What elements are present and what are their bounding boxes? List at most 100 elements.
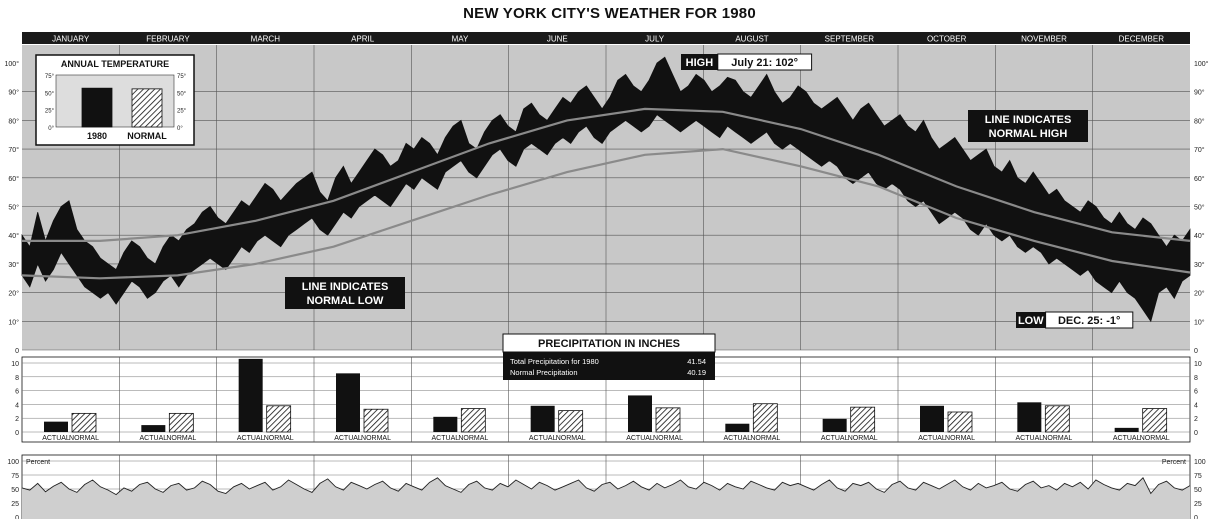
daily-temperature-band <box>21 56 1191 323</box>
precip-axis-normal: NORMAL <box>1140 435 1170 442</box>
temp-tick-left: 90° <box>8 89 19 97</box>
temp-tick-right: 90° <box>1194 89 1205 97</box>
temp-tick-left: 60° <box>8 175 19 183</box>
precip-axis-normal: NORMAL <box>1042 435 1072 442</box>
temp-tick-left: 20° <box>8 290 19 298</box>
humidity-area <box>22 477 1190 519</box>
precip-tick-right: 0 <box>1194 430 1198 437</box>
temp-tick-right: 40° <box>1194 232 1205 240</box>
inset-tick-right: 50° <box>177 91 187 97</box>
precip-bar-actual <box>44 421 68 432</box>
precip-axis-normal: NORMAL <box>166 435 196 442</box>
low-annotation-value: DEC. 25: -1° <box>1058 315 1120 327</box>
precip-axis-actual: ACTUAL <box>42 435 70 442</box>
humidity-tick-left: 25 <box>11 501 19 508</box>
inset-tick-left: 50° <box>45 91 55 97</box>
precip-axis-actual: ACTUAL <box>918 435 946 442</box>
precip-axis-normal: NORMAL <box>848 435 878 442</box>
precip-bar-actual <box>336 373 360 432</box>
humidity-label-right: Percent <box>1162 459 1186 466</box>
precip-tick-left: 6 <box>15 389 19 396</box>
humidity-tick-right: 0 <box>1194 515 1198 519</box>
month-label: JUNE <box>547 35 568 44</box>
chart-title: NEW YORK CITY'S WEATHER FOR 1980 <box>463 5 756 22</box>
precip-title: PRECIPITATION IN INCHES <box>538 338 680 350</box>
temp-tick-right: 30° <box>1194 261 1205 269</box>
precip-bar-actual <box>530 405 555 432</box>
precip-bar-actual <box>725 423 750 432</box>
humidity-tick-left: 100 <box>7 459 19 466</box>
precip-axis-actual: ACTUAL <box>432 435 460 442</box>
precip-axis-actual: ACTUAL <box>626 435 654 442</box>
precip-bar-normal <box>168 412 194 433</box>
precip-tick-left: 8 <box>15 375 19 382</box>
precip-bar-actual <box>920 405 944 432</box>
humidity-tick-left: 50 <box>11 487 19 494</box>
precip-row-value: 41.54 <box>687 357 706 366</box>
precip-axis-normal: NORMAL <box>750 435 780 442</box>
precip-row-value: 40.19 <box>687 368 706 377</box>
precip-axis-normal: NORMAL <box>361 435 391 442</box>
precip-bar-normal <box>850 406 876 433</box>
precip-axis-actual: ACTUAL <box>724 435 752 442</box>
precip-tick-left: 2 <box>15 416 19 423</box>
precip-tick-right: 8 <box>1194 375 1198 382</box>
month-label: NOVEMBER <box>1021 35 1067 44</box>
normal-high-label-box <box>968 110 1088 142</box>
inset-tick-left: 0° <box>48 126 54 132</box>
inset-tick-left: 25° <box>45 109 55 115</box>
precip-tick-left: 4 <box>15 402 19 409</box>
month-header-band <box>22 32 1190 44</box>
precip-axis-actual: ACTUAL <box>237 435 265 442</box>
inset-tick-right: 0° <box>177 126 183 132</box>
high-annotation-tag-box <box>681 54 718 70</box>
month-label: MAY <box>452 35 469 44</box>
low-annotation-value-box <box>1045 311 1134 329</box>
normal-low-line <box>21 147 1191 280</box>
precip-bar-actual <box>1017 402 1042 432</box>
inset-title: ANNUAL TEMPERATURE <box>61 59 169 69</box>
temp-tick-left: 70° <box>8 146 19 154</box>
humidity-tick-right: 100 <box>1194 459 1206 466</box>
temp-tick-left: 40° <box>8 232 19 240</box>
month-label: APRIL <box>351 35 375 44</box>
humidity-tick-right: 50 <box>1194 487 1202 494</box>
month-label: AUGUST <box>735 35 768 44</box>
precip-tick-right: 6 <box>1194 389 1198 396</box>
precip-tick-right: 10 <box>1194 361 1202 368</box>
annotations: HIGH July 21: 102° LOW DEC. 25: -1° LINE IND… <box>285 53 1134 380</box>
humidity-panel: 100 100 75 75 50 50 25 25 0 0 Percent Percent <box>7 454 1206 519</box>
normal-low-label: LINE INDICATES NORMAL LOW <box>285 277 405 309</box>
temp-tick-right: 100° <box>1194 60 1209 68</box>
precip-axis-actual: ACTUAL <box>529 435 557 442</box>
precip-bar-normal <box>1044 405 1070 433</box>
inset-bar-1980 <box>81 87 113 128</box>
precip-bar-normal <box>947 411 973 433</box>
precip-bar-normal <box>71 412 97 433</box>
precip-axis-actual: ACTUAL <box>821 435 849 442</box>
month-label: OCTOBER <box>927 35 967 44</box>
precip-tick-left: 0 <box>15 430 19 437</box>
precip-axis-normal: NORMAL <box>556 435 586 442</box>
low-annotation: LOW DEC. 25: -1° <box>1016 311 1134 329</box>
precip-bar-normal <box>655 407 681 433</box>
precip-axis-actual: ACTUAL <box>140 435 168 442</box>
precip-bar-actual <box>141 425 166 432</box>
precip-bar-normal <box>363 408 389 433</box>
precip-bar-normal <box>558 410 584 433</box>
precip-axis-actual: ACTUAL <box>1016 435 1044 442</box>
month-label: SEPTEMBER <box>825 35 875 44</box>
temp-tick-left: 0 <box>15 348 19 355</box>
precip-axis-normal: NORMAL <box>458 435 488 442</box>
temp-tick-left: 30° <box>8 261 19 269</box>
precip-tick-left: 10 <box>11 361 19 368</box>
precip-bar-actual <box>238 358 263 432</box>
humidity-tick-left: 0 <box>15 515 19 519</box>
precip-axis-normal: NORMAL <box>945 435 975 442</box>
precipitation-summary-box: PRECIPITATION IN INCHES Total Precipitati… <box>502 333 716 380</box>
precip-tick-right: 4 <box>1194 402 1198 409</box>
month-label: FEBRUARY <box>146 35 190 44</box>
temp-tick-right: 70° <box>1194 146 1205 154</box>
month-label: DECEMBER <box>1119 35 1165 44</box>
